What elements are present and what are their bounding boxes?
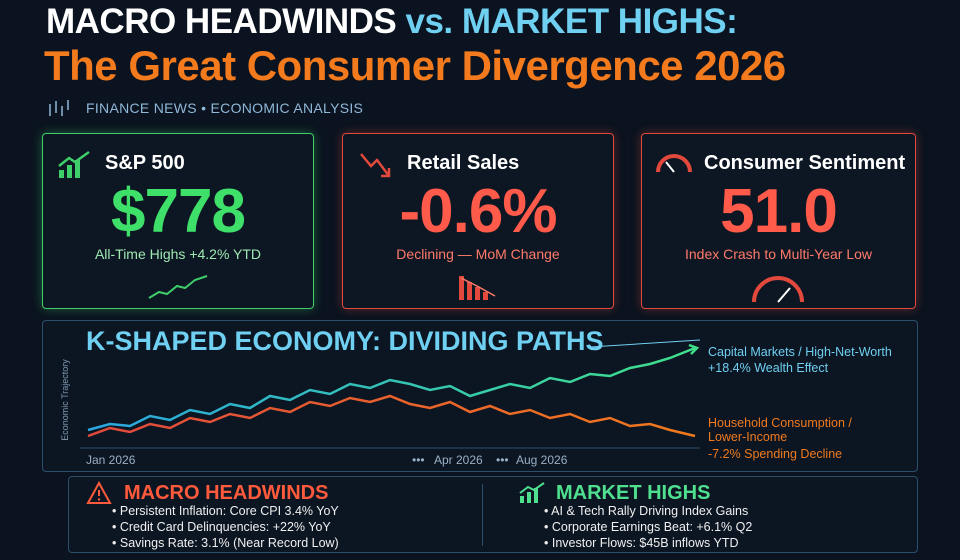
icon bbox=[360, 153, 391, 178]
warning-icon bbox=[86, 481, 112, 504]
lower-label: Household Consumption / bbox=[708, 416, 852, 430]
text: Investor Flows: $45B inflows YTD bbox=[551, 536, 739, 550]
text: Persistent Inflation: Core CPI 3.4% YoY bbox=[119, 504, 339, 518]
card-value: $778 bbox=[111, 177, 246, 246]
lower-label: -7.2% Spending Decline bbox=[708, 447, 842, 461]
tagline: FINANCE NEWS • ECONOMIC ANALYSIS bbox=[86, 100, 364, 116]
sparkline bbox=[148, 275, 208, 299]
x-label: Aug 2026 bbox=[516, 453, 568, 467]
lower-path bbox=[87, 394, 696, 438]
card-title: Retail Sales bbox=[407, 152, 520, 174]
card-value: 51.0 bbox=[720, 177, 838, 246]
gauge-icon bbox=[656, 154, 692, 173]
upper-path bbox=[87, 346, 696, 432]
title-b: vs. MARKET HIGHS: bbox=[405, 2, 738, 41]
upper-label: +18.4% Wealth Effect bbox=[708, 361, 829, 375]
headwinds-item: • Savings Rate: 3.1% (Near Record Low) bbox=[112, 536, 339, 550]
highs-icon bbox=[519, 482, 545, 503]
card-sp500: S&P 500 $778 All-Time Highs +4.2% YTD bbox=[42, 133, 314, 309]
dots: ••• bbox=[412, 453, 425, 467]
bottom-panel bbox=[68, 476, 918, 553]
text: Credit Card Delinquencies: +22% YoY bbox=[119, 520, 331, 534]
highs-item: • AI & Tech Rally Driving Index Gains bbox=[544, 504, 749, 518]
text: Savings Rate: 3.1% (Near Record Low) bbox=[119, 536, 339, 550]
headwinds-title: MACRO HEADWINDS bbox=[124, 482, 329, 504]
k-title: K-SHAPED ECONOMY: DIVIDING PATHS bbox=[86, 326, 604, 356]
lower-label: Lower-Income bbox=[708, 430, 787, 444]
bars-icon bbox=[459, 276, 496, 300]
headwinds-item: • Credit Card Delinquencies: +22% YoY bbox=[112, 520, 331, 534]
y-label: Economic Trajectory bbox=[60, 359, 70, 441]
headwinds-item: • Persistent Inflation: Core CPI 3.4% Yo… bbox=[112, 504, 339, 518]
card-title: S&P 500 bbox=[105, 152, 185, 174]
highs-item: • Corporate Earnings Beat: +6.1% Q2 bbox=[544, 520, 753, 534]
text: Corporate Earnings Beat: +6.1% Q2 bbox=[551, 520, 753, 534]
card-title: Consumer Sentiment bbox=[704, 152, 906, 174]
divider bbox=[482, 484, 483, 546]
card-sentiment: Consumer Sentiment 51.0 Index Crash to M… bbox=[641, 133, 916, 309]
subtitle: The Great Consumer Divergence 2026 bbox=[44, 42, 786, 89]
x-label: Apr 2026 bbox=[434, 453, 483, 467]
title-a: MACRO HEADWINDS bbox=[46, 2, 397, 41]
text: AI & Tech Rally Driving Index Gains bbox=[551, 504, 749, 518]
card-value: -0.6% bbox=[399, 177, 558, 246]
dots: ••• bbox=[496, 453, 509, 467]
card-caption: Index Crash to Multi-Year Low bbox=[684, 246, 873, 262]
x-label: Jan 2026 bbox=[86, 453, 136, 467]
highs-title: MARKET HIGHS bbox=[556, 482, 711, 504]
highs-item: • Investor Flows: $45B inflows YTD bbox=[544, 536, 739, 550]
title: MACRO HEADWINDS vs. MARKET HIGHS: bbox=[46, 2, 738, 42]
gauge bbox=[752, 276, 804, 303]
card-retail: Retail Sales -0.6% Declining — MoM Chang… bbox=[342, 133, 614, 309]
k-chart-panel bbox=[42, 320, 918, 472]
card-caption: All-Time Highs +4.2% YTD bbox=[94, 246, 262, 262]
upper-label: Capital Markets / High-Net-Worth bbox=[708, 345, 892, 359]
icon bbox=[58, 150, 90, 178]
chart-icon bbox=[49, 100, 69, 116]
card-caption: Declining — MoM Change bbox=[396, 246, 560, 262]
